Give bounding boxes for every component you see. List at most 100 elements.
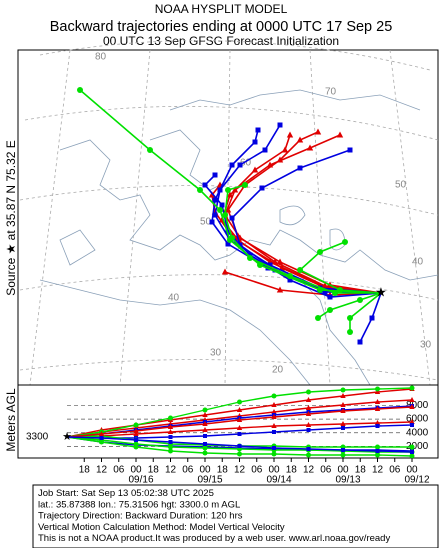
trajectory-marker — [259, 185, 265, 191]
trajectory-marker — [202, 182, 208, 188]
profile-marker — [341, 426, 345, 430]
parallels — [19, 40, 439, 381]
profile-marker — [236, 407, 243, 412]
trajectory-marker — [297, 165, 303, 171]
grid-label: 30 — [420, 340, 432, 351]
trajectory-marker — [327, 294, 333, 300]
time-tick-label: 00 — [268, 465, 280, 476]
trajectory-marker — [281, 146, 289, 153]
panel-star: ★ — [62, 431, 72, 443]
profile-marker — [306, 452, 311, 458]
info-line: Job Start: Sat Sep 13 05:02:38 UTC 2025 — [38, 488, 214, 499]
profile-marker — [168, 448, 173, 454]
trajectory-marker — [276, 286, 284, 293]
profile-marker — [203, 434, 207, 438]
profile-marker — [340, 393, 346, 398]
profile-marker — [99, 436, 104, 440]
profile-marker — [271, 393, 277, 399]
profile-marker — [409, 404, 415, 409]
time-tick-label: 06 — [320, 465, 332, 476]
trajectory-marker — [217, 207, 223, 213]
profile-marker — [202, 407, 208, 413]
profile-marker — [410, 450, 414, 454]
grid-label: 40 — [168, 293, 180, 304]
trajectory — [203, 174, 382, 298]
profile-marker — [409, 385, 415, 391]
profile-marker — [340, 402, 346, 407]
profile-marker — [168, 435, 173, 439]
trajectory-marker — [314, 128, 322, 135]
info-line: lat.: 35.87388 lon.: 75.31506 hgt: 3300.… — [38, 499, 240, 510]
profile-marker — [409, 397, 415, 402]
time-tick-label: 00 — [337, 465, 349, 476]
profile-marker — [305, 411, 312, 416]
time-tick-label: 06 — [113, 465, 125, 476]
start-height: 3300 — [26, 432, 49, 443]
profile-marker — [410, 423, 414, 427]
meridians — [29, 49, 431, 386]
time-tick-label: 00 — [406, 465, 418, 476]
date-label: 09/15 — [197, 475, 222, 486]
info-line: This is not a NOAA product.It was produc… — [38, 533, 390, 544]
trajectory-marker — [286, 131, 294, 138]
trajectory — [79, 89, 382, 294]
profile-marker — [305, 405, 312, 410]
trajectory-marker — [327, 307, 333, 313]
profile-marker — [236, 417, 243, 422]
time-tick-label: 00 — [130, 465, 142, 476]
grid-label: 30 — [210, 348, 222, 359]
grid-label: 80 — [95, 52, 107, 63]
trajectory-marker — [315, 315, 321, 321]
profile-marker — [237, 432, 242, 436]
trajectory-marker — [369, 315, 375, 321]
profile-marker — [202, 450, 208, 456]
time-tick-label: 06 — [389, 465, 401, 476]
trajectory-marker — [322, 289, 328, 295]
coastline — [149, 89, 421, 191]
time-tick-label: 12 — [303, 465, 315, 476]
grid-label: 50 — [395, 180, 407, 191]
source-label: Source ★ at 35.87 N 75.32 E — [4, 140, 18, 296]
profile-marker — [202, 412, 208, 417]
profile-marker — [203, 442, 207, 446]
profile-marker — [375, 449, 380, 453]
profile-marker — [374, 406, 381, 411]
profile-marker — [237, 451, 242, 457]
trajectory-marker — [147, 147, 153, 153]
trajectory-marker — [357, 339, 363, 345]
trajectory-marker — [247, 255, 253, 261]
y-tick-label: 4000 — [406, 427, 429, 438]
time-tick-label: 18 — [355, 465, 367, 476]
trajectory-marker — [229, 215, 235, 221]
profile-marker — [409, 453, 415, 459]
grid-label: 50 — [200, 217, 212, 228]
trajectory-marker — [219, 202, 225, 208]
time-tick-label: 18 — [148, 465, 160, 476]
trajectory-marker — [277, 122, 283, 128]
profile-marker — [271, 402, 277, 407]
profile-marker — [306, 447, 311, 451]
trajectory-marker — [242, 182, 248, 188]
grid-label: 40 — [412, 257, 424, 268]
trajectory-marker — [347, 329, 353, 335]
trajectory — [224, 271, 382, 296]
profile-marker — [271, 409, 277, 414]
trajectory-marker — [221, 268, 229, 275]
time-tick-label: 12 — [165, 465, 177, 476]
grid-label: 20 — [272, 365, 284, 376]
trajectory-marker — [226, 191, 234, 198]
profile-marker — [99, 439, 104, 445]
info-line: Trajectory Direction: Backward Duration:… — [38, 511, 243, 522]
trajectory-marker — [287, 277, 293, 283]
trajectory-marker — [276, 156, 284, 163]
profile-marker — [168, 440, 173, 444]
title: Backward trajectories ending at 0000 UTC… — [50, 19, 393, 35]
profile-marker — [271, 451, 277, 457]
trajectory-marker — [222, 212, 228, 218]
time-tick-label: 18 — [217, 465, 229, 476]
y-tick-label: 8000 — [406, 400, 429, 411]
trajectory — [317, 292, 382, 319]
trajectory-marker — [237, 162, 243, 168]
trajectory-marker — [287, 273, 293, 279]
trajectory-marker — [336, 131, 344, 138]
